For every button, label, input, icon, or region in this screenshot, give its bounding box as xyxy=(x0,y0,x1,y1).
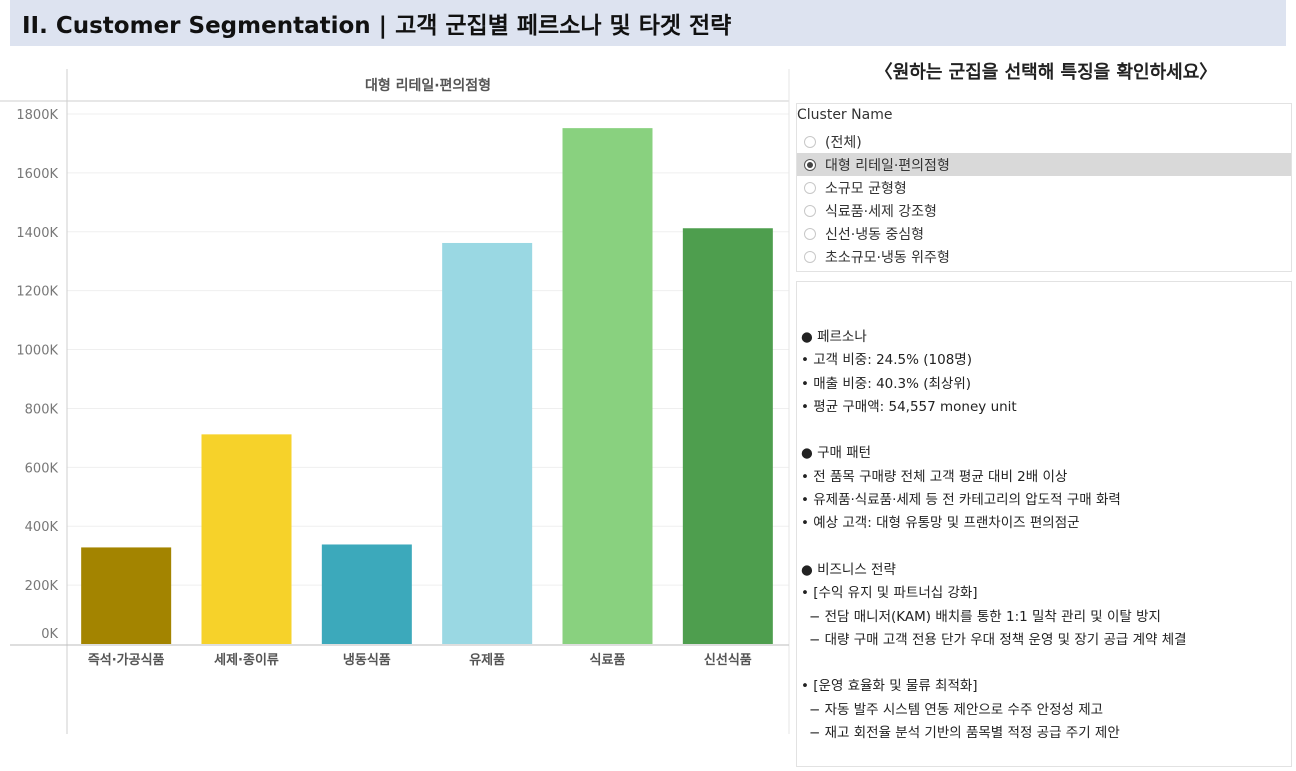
description-line: • 유제품·식료품·세제 등 전 카테고리의 압도적 구매 화력 xyxy=(801,492,1121,509)
filter-option-label: 식료품·세제 강조형 xyxy=(825,203,937,220)
page-title: II. Customer Segmentation | 고객 군집별 페르소나 … xyxy=(22,13,732,39)
description-line: • 예상 고객: 대형 유통망 및 프랜차이즈 편의점군 xyxy=(801,515,1080,532)
description-text: ● 페르소나 • 고객 비중: 24.5% (108명) • 매출 비중: 40.3… xyxy=(801,326,1187,745)
description-line: − 대량 구매 고객 전용 단가 우대 정책 운영 및 장기 공급 계약 체결 xyxy=(809,631,1187,648)
description-line: • [수익 유지 및 파트너십 강화] xyxy=(801,585,978,602)
description-line: ● 비즈니스 전략 xyxy=(801,561,896,578)
filter-option-label: 대형 리테일·편의점형 xyxy=(825,157,950,174)
filter-option-label: 신선·냉동 중심형 xyxy=(825,226,925,243)
radio-icon[interactable] xyxy=(804,250,816,263)
radio-icon[interactable] xyxy=(804,181,816,194)
bar-chart: 대형 리테일·편의점형 0K 200K 400K 600K 800K 1000K 1200K 1… xyxy=(0,64,790,744)
filter-option[interactable]: (전체) xyxy=(797,130,1291,153)
description-line: • 매출 비중: 40.3% (최상위) xyxy=(801,375,972,392)
description-line: − 자동 발주 시스템 연동 제안으로 수주 안정성 제고 xyxy=(809,701,1104,718)
bar xyxy=(201,434,292,644)
filter-option[interactable]: 초소규모·냉동 위주형 xyxy=(797,245,1291,268)
y-tick-label: 1000K xyxy=(16,344,58,359)
filter-option-label: 초소규모·냉동 위주형 xyxy=(825,249,950,266)
x-tick-label: 냉동식품 xyxy=(343,652,391,668)
radio-icon[interactable] xyxy=(804,135,816,148)
description-line: ● 페르소나 xyxy=(801,329,867,345)
y-tick-label: 1400K xyxy=(16,226,58,241)
bar xyxy=(562,128,653,645)
x-tick-label: 즉석·가공식품 xyxy=(88,652,165,668)
description-line: ● 구매 패턴 xyxy=(801,445,872,462)
filter-option-label: (전체) xyxy=(825,134,862,151)
filter-option-label: 소규모 균형형 xyxy=(825,180,907,197)
filter-option[interactable]: 신선·냉동 중심형 xyxy=(797,222,1291,245)
description-line: − 전담 매니저(KAM) 배치를 통한 1:1 밀착 관리 및 이탈 방지 xyxy=(809,608,1161,625)
filter-title: Cluster Name xyxy=(797,107,893,123)
description-line: • [운영 효율화 및 물류 최적화] xyxy=(801,678,978,695)
radio-icon[interactable] xyxy=(804,204,816,217)
filter-option[interactable]: 식료품·세제 강조형 xyxy=(797,199,1291,222)
y-tick-label: 800K xyxy=(25,402,59,417)
chart-title: 대형 리테일·편의점형 xyxy=(365,77,491,94)
radio-icon[interactable] xyxy=(804,158,816,171)
bar-chart-svg: 대형 리테일·편의점형 0K 200K 400K 600K 800K 1000K 1200K 1… xyxy=(0,69,790,734)
x-tick-label: 세제·종이류 xyxy=(214,652,279,668)
y-tick-label: 200K xyxy=(25,579,59,594)
x-tick-label: 신선식품 xyxy=(704,652,752,668)
bar xyxy=(321,544,412,644)
description-line: • 전 품목 구매량 전체 고객 평균 대비 2배 이상 xyxy=(801,468,1068,485)
description-line: • 고객 비중: 24.5% (108명) xyxy=(801,352,972,369)
cluster-description: ● 페르소나 • 고객 비중: 24.5% (108명) • 매출 비중: 40.3… xyxy=(796,281,1292,767)
description-line: − 재고 회전율 분석 기반의 품목별 적정 공급 주기 제안 xyxy=(809,725,1120,742)
x-tick-label: 유제품 xyxy=(469,653,505,668)
bar xyxy=(81,547,172,644)
radio-icon[interactable] xyxy=(804,227,816,240)
bar xyxy=(442,242,533,644)
header-bar: II. Customer Segmentation | 고객 군집별 페르소나 … xyxy=(10,0,1286,46)
instruction-text: 〈원하는 군집을 선택해 특징을 확인하세요〉 xyxy=(874,62,1218,83)
description-line xyxy=(801,652,1187,675)
bar xyxy=(682,228,773,644)
y-tick-label: 1800K xyxy=(16,108,58,123)
description-line xyxy=(801,419,1187,442)
y-tick-label: 1200K xyxy=(16,285,58,300)
filter-option[interactable]: 소규모 균형형 xyxy=(797,176,1291,199)
y-tick-label: 0K xyxy=(41,627,58,642)
y-tick-label: 400K xyxy=(25,520,59,535)
y-tick-label: 600K xyxy=(25,461,59,476)
filter-option[interactable]: 대형 리테일·편의점형 xyxy=(797,153,1291,176)
x-tick-label: 식료품 xyxy=(590,652,626,668)
description-line xyxy=(801,536,1187,559)
y-tick-label: 1600K xyxy=(16,167,58,182)
description-line: • 평균 구매액: 54,557 money unit xyxy=(801,398,1017,415)
